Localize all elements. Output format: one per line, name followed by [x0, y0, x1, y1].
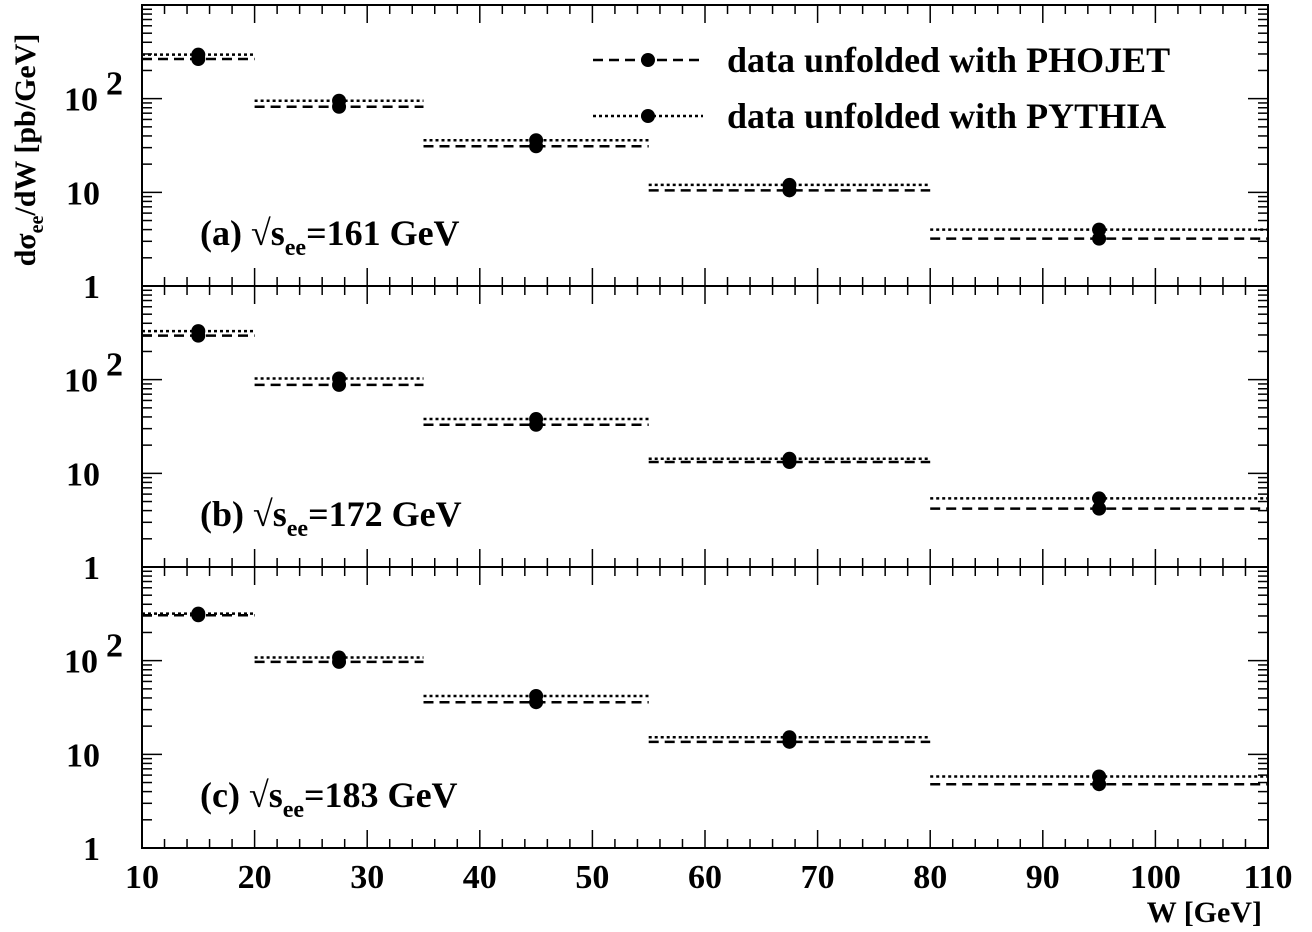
data-point: [529, 688, 544, 703]
y-tick-label-100: 10: [64, 363, 98, 400]
x-tick-label: 100: [1130, 859, 1181, 896]
x-tick-label: 110: [1243, 859, 1292, 896]
x-tick-label: 60: [688, 859, 722, 896]
panel-label-suffix: =161 GeV: [306, 213, 460, 253]
y-tick-label-10: 10: [66, 175, 100, 212]
x-tick-label: 30: [350, 859, 384, 896]
y-tick-label-10: 10: [66, 737, 100, 774]
y-tick-label-100-exponent: 2: [106, 66, 123, 103]
panel-label-prefix: (b) √s: [200, 494, 287, 534]
panel-label-c: (c) √see=183 GeV: [200, 775, 458, 823]
x-tick-label: 10: [125, 859, 159, 896]
data-point: [782, 177, 797, 192]
data-point: [332, 93, 347, 108]
data-point: [529, 133, 544, 148]
y-tick-label-100: 10: [64, 82, 98, 119]
x-tick-label: 70: [801, 859, 835, 896]
panel-label-prefix: (c) √s: [200, 775, 283, 815]
y-axis-title-sub: ee: [26, 215, 48, 233]
series-pythia: [142, 324, 1268, 506]
data-point: [782, 451, 797, 466]
panel-label-sub: ee: [283, 797, 305, 823]
x-tick-label: 50: [575, 859, 609, 896]
panel-label-suffix: =172 GeV: [308, 494, 462, 534]
y-axis-title: dσee/dW [pb/GeV]: [9, 34, 48, 267]
data-point: [191, 47, 206, 62]
y-tick-label-100-exponent: 2: [106, 628, 123, 665]
panel-label-sub: ee: [287, 516, 309, 542]
data-point: [1092, 491, 1107, 506]
legend-marker-pythia: [641, 109, 655, 123]
x-tick-label: 40: [463, 859, 497, 896]
y-tick-label-1: 1: [83, 269, 100, 306]
panel-label-prefix: (a) √s: [200, 213, 285, 253]
y-tick-label-10: 10: [66, 456, 100, 493]
data-point: [1092, 222, 1107, 237]
y-axis-title-rest: /dW [pb/GeV]: [9, 34, 42, 217]
legend-entry-phojet: data unfolded with PHOJET: [593, 40, 1170, 80]
x-tick-label: 80: [913, 859, 947, 896]
y-tick-label-1: 1: [83, 831, 100, 868]
panel-label-suffix: =183 GeV: [304, 775, 458, 815]
legend-entry-pythia: data unfolded with PYTHIA: [593, 96, 1166, 136]
legend-marker-phojet: [641, 53, 655, 67]
legend-label-phojet: data unfolded with PHOJET: [727, 40, 1170, 80]
y-axis-title-sigma: σ: [9, 233, 42, 250]
y-tick-label-100-exponent: 2: [106, 347, 123, 384]
x-tick-label: 20: [238, 859, 272, 896]
data-point: [1092, 501, 1107, 516]
y-tick-label-100: 10: [64, 644, 98, 681]
data-point: [782, 730, 797, 745]
data-point: [332, 371, 347, 386]
panel-label-a: (a) √see=161 GeV: [200, 213, 460, 261]
x-tick-label: 90: [1026, 859, 1060, 896]
x-axis-title: W [GeV]: [1147, 896, 1262, 929]
legend-label-pythia: data unfolded with PYTHIA: [727, 96, 1166, 136]
series-pythia: [142, 47, 1268, 237]
series-phojet: [142, 608, 1268, 792]
data-point: [529, 412, 544, 427]
panel-label-b: (b) √see=172 GeV: [200, 494, 462, 542]
panel-label-sub: ee: [285, 235, 307, 261]
y-axis-title-d: d: [9, 249, 42, 266]
legend: data unfolded with PHOJET data unfolded …: [593, 40, 1170, 136]
data-point: [191, 606, 206, 621]
data-point: [191, 324, 206, 339]
series-pythia: [142, 606, 1268, 784]
series-phojet: [142, 328, 1268, 516]
data-point: [1092, 769, 1107, 784]
y-tick-label-1: 1: [83, 550, 100, 587]
data-point: [332, 650, 347, 665]
